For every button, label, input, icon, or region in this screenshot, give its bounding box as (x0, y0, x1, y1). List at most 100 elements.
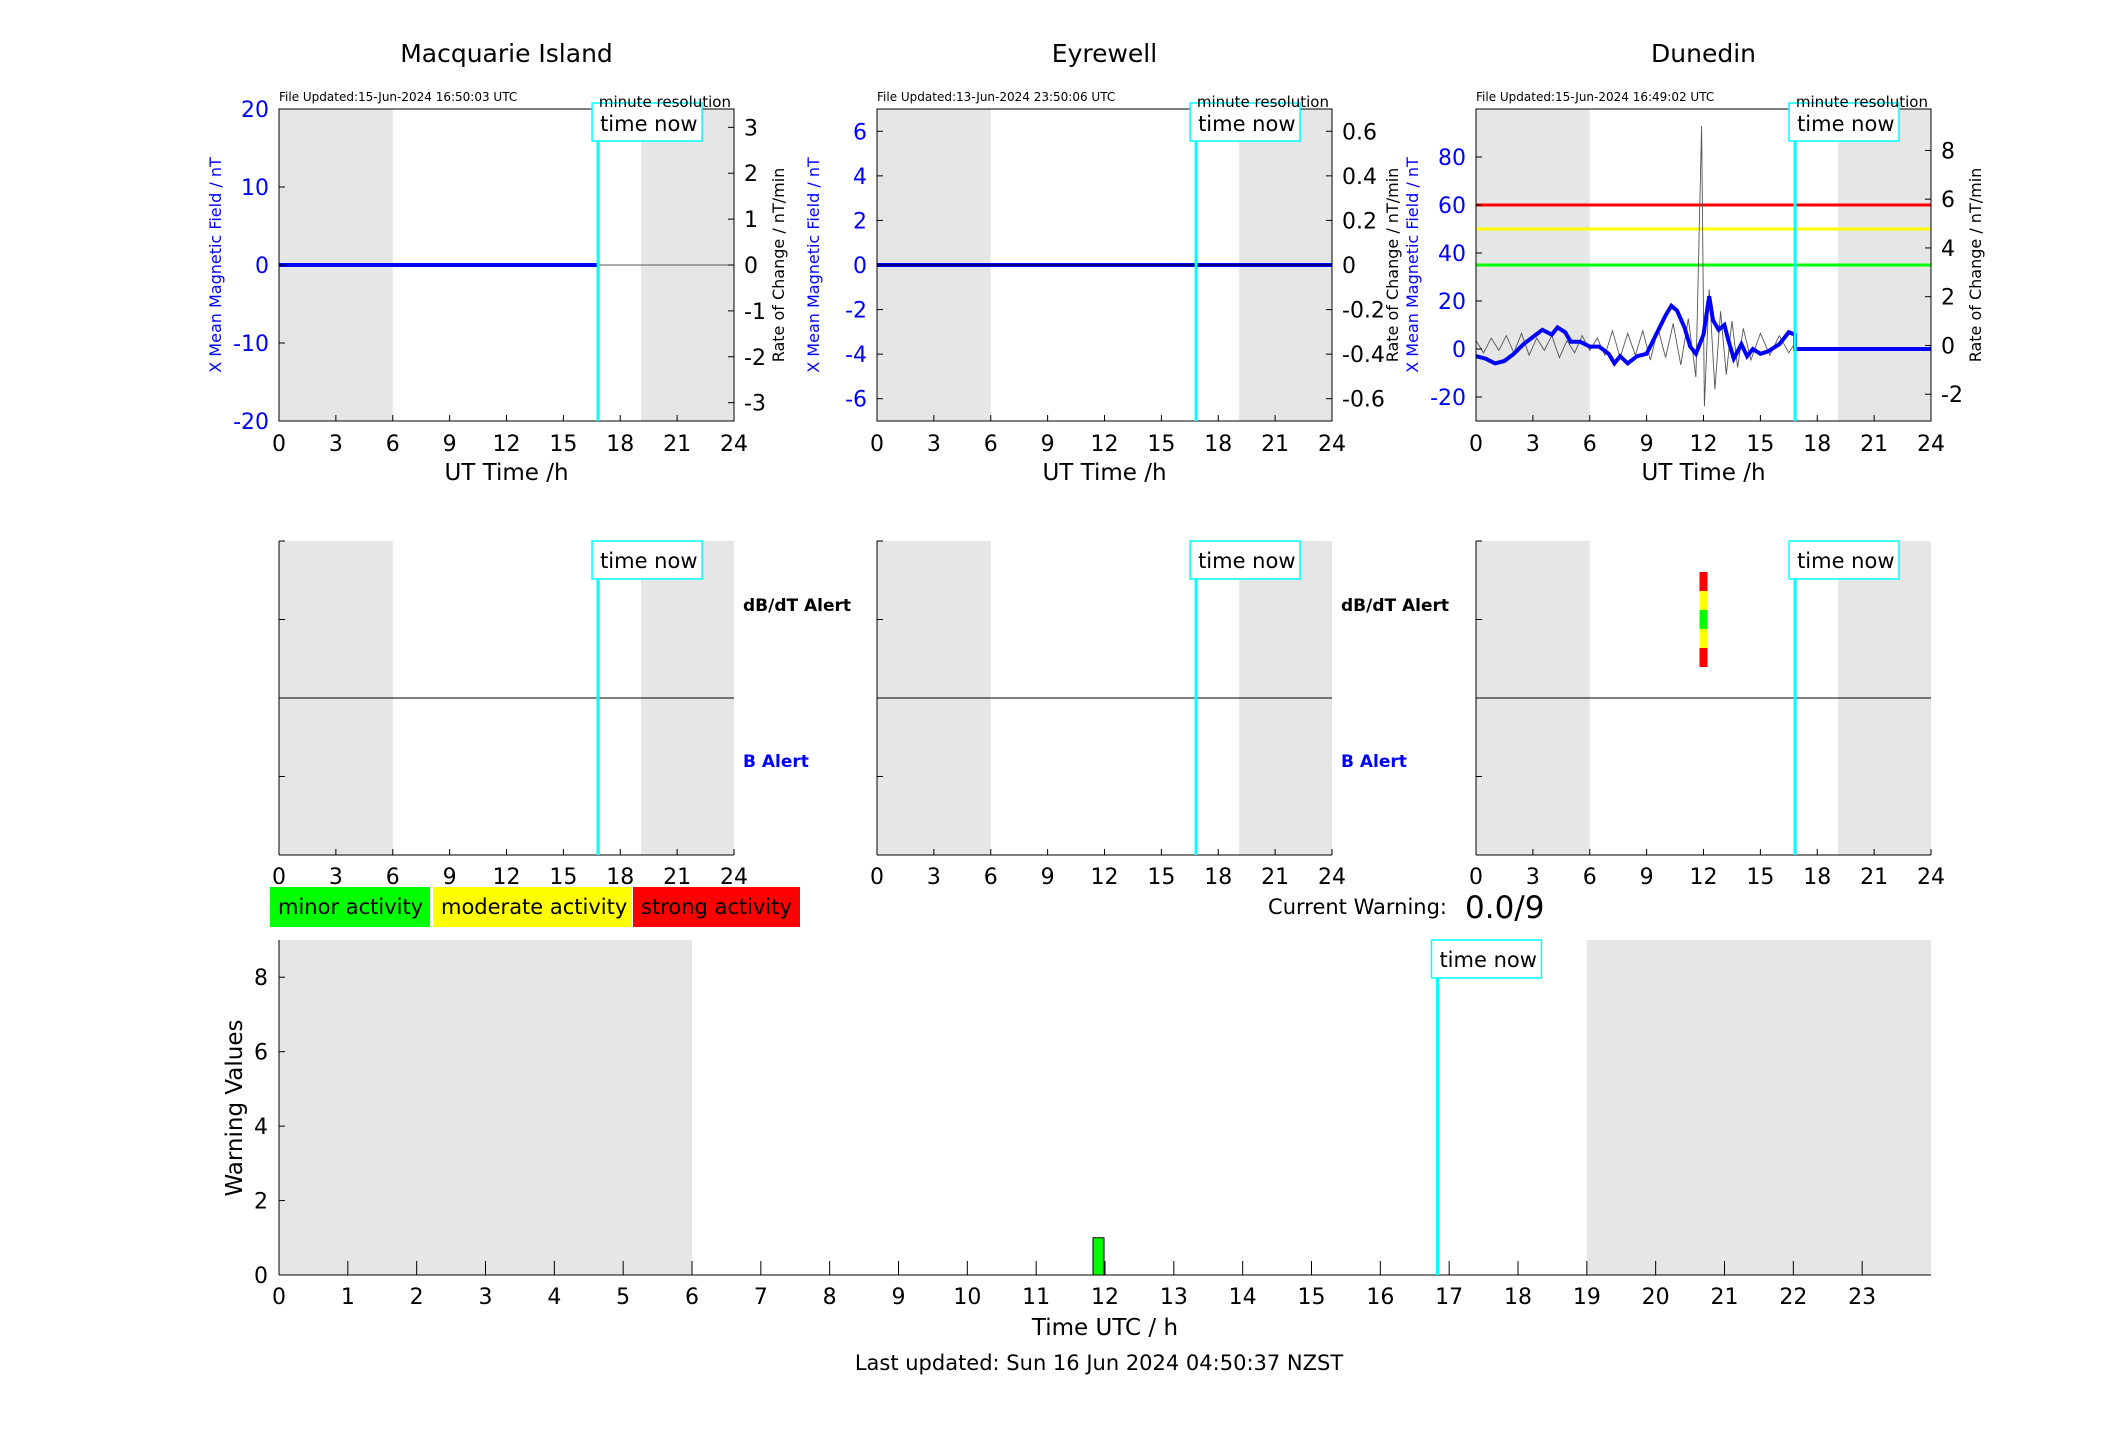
resolution-label: minute resolution (1197, 93, 1329, 111)
x-tick-label: 18 (1803, 865, 1831, 890)
x-tick-label: 21 (663, 865, 691, 890)
alert-bar-segment (1699, 591, 1708, 610)
x-tick-label: 21 (1711, 1285, 1739, 1310)
time-now-label: time now (1797, 112, 1894, 136)
left-axis-label: X Mean Magnetic Field / nT (206, 157, 225, 373)
time-now-label: time now (600, 112, 697, 136)
legend-swatch (270, 887, 430, 927)
right-tick-label: 0 (744, 254, 758, 279)
y-tick-label: 8 (254, 966, 268, 991)
x-tick-label: 0 (1469, 865, 1483, 890)
x-tick-label: 15 (549, 432, 577, 457)
right-tick-label: 6 (1941, 188, 1955, 213)
legend-swatch (633, 887, 800, 927)
x-tick-label: 15 (1147, 432, 1175, 457)
right-tick-label: -0.4 (1342, 343, 1385, 368)
right-tick-label: -3 (744, 392, 766, 417)
x-tick-label: 7 (754, 1285, 768, 1310)
x-tick-label: 23 (1848, 1285, 1876, 1310)
left-tick-label: 10 (241, 176, 269, 201)
left-tick-label: 20 (1438, 290, 1466, 315)
right-axis-label: Rate of Change / nT/min (1966, 168, 1985, 363)
alert-bar-segment (1699, 629, 1708, 648)
file-updated-label: File Updated:15-Jun-2024 16:50:03 UTC (279, 90, 517, 104)
right-tick-label: -2 (1941, 383, 1963, 408)
x-tick-label: 9 (1041, 432, 1055, 457)
x-tick-label: 9 (443, 432, 457, 457)
time-now-label: time now (1198, 112, 1295, 136)
x-tick-label: 8 (823, 1285, 837, 1310)
x-tick-label: 17 (1435, 1285, 1463, 1310)
x-tick-label: 9 (1640, 432, 1654, 457)
left-tick-label: -4 (845, 343, 867, 368)
x-tick-label: 3 (329, 432, 343, 457)
right-tick-label: -0.6 (1342, 388, 1385, 413)
left-tick-label: 60 (1438, 194, 1466, 219)
y-tick-label: 6 (254, 1041, 268, 1066)
right-tick-label: 1 (744, 208, 758, 233)
left-tick-label: -20 (233, 410, 269, 435)
x-tick-label: 16 (1366, 1285, 1394, 1310)
left-tick-label: 4 (853, 165, 867, 190)
time-now-label: time now (600, 549, 697, 573)
y-tick-label: 0 (254, 1264, 268, 1289)
x-tick-label: 10 (953, 1285, 981, 1310)
right-axis-label: Rate of Change / nT/min (769, 168, 788, 363)
x-tick-label: 9 (443, 865, 457, 890)
right-tick-label: -2 (744, 346, 766, 371)
time-now-label: time now (1198, 549, 1295, 573)
right-tick-label: 4 (1941, 237, 1955, 262)
x-tick-label: 6 (1583, 432, 1597, 457)
x-tick-label: 24 (720, 432, 748, 457)
b-alert-label: B Alert (743, 752, 809, 772)
x-tick-label: 6 (685, 1285, 699, 1310)
panel-title: Eyrewell (1052, 39, 1157, 68)
current-warning-label: Current Warning: (1268, 895, 1447, 919)
x-tick-label: 13 (1160, 1285, 1188, 1310)
time-now-box (1430, 939, 1543, 979)
legend-label: minor activity (278, 895, 423, 919)
x-tick-label: 12 (1091, 865, 1119, 890)
magnetic-field-line (1475, 295, 1931, 367)
left-tick-label: -20 (1430, 386, 1466, 411)
x-tick-label: 6 (386, 865, 400, 890)
right-tick-label: -1 (744, 300, 766, 325)
x-tick-label: 24 (1318, 432, 1346, 457)
x-tick-label: 0 (1469, 432, 1483, 457)
x-tick-label: 18 (1803, 432, 1831, 457)
left-tick-label: 0 (1452, 338, 1466, 363)
left-tick-label: -10 (233, 332, 269, 357)
file-updated-label: File Updated:15-Jun-2024 16:49:02 UTC (1476, 90, 1714, 104)
x-tick-label: 15 (1746, 432, 1774, 457)
x-tick-label: 12 (1091, 1285, 1119, 1310)
current-warning-value: 0.0/9 (1465, 890, 1544, 926)
x-tick-label: 21 (1261, 432, 1289, 457)
legend-swatch (433, 887, 632, 927)
right-tick-label: 2 (744, 162, 758, 187)
time-now-label: time now (1439, 948, 1536, 972)
x-tick-label: 24 (1318, 865, 1346, 890)
x-tick-label: 9 (1041, 865, 1055, 890)
legend-label: strong activity (641, 895, 792, 919)
x-tick-label: 3 (927, 865, 941, 890)
x-tick-label: 6 (1583, 865, 1597, 890)
x-tick-label: 1 (341, 1285, 355, 1310)
x-tick-label: 18 (606, 865, 634, 890)
x-tick-label: 15 (1298, 1285, 1326, 1310)
right-tick-label: 0 (1342, 254, 1356, 279)
x-axis-label: UT Time /h (1641, 460, 1765, 486)
x-tick-label: 21 (663, 432, 691, 457)
x-tick-label: 18 (1504, 1285, 1532, 1310)
left-tick-label: 20 (241, 98, 269, 123)
x-tick-label: 15 (1147, 865, 1175, 890)
right-tick-label: 8 (1941, 139, 1955, 164)
alert-bar-segment (1699, 648, 1708, 667)
x-tick-label: 12 (493, 865, 521, 890)
x-tick-label: 3 (329, 865, 343, 890)
x-tick-label: 0 (870, 432, 884, 457)
left-axis-label: X Mean Magnetic Field / nT (1403, 157, 1422, 373)
left-tick-label: 0 (853, 254, 867, 279)
y-axis-label: Warning Values (222, 1019, 248, 1196)
